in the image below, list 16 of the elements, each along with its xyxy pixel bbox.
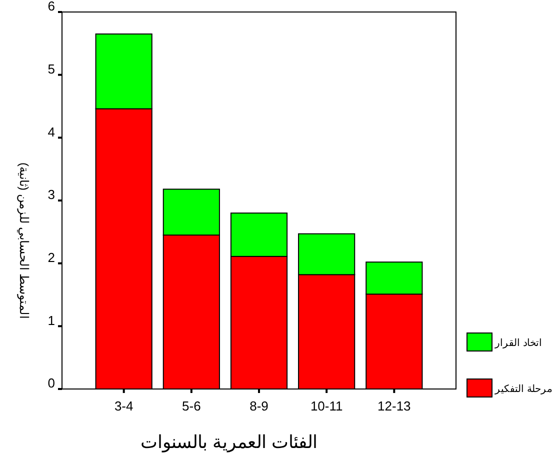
y-tick-label: 6 (48, 0, 55, 14)
y-tick-label: 5 (48, 62, 55, 77)
legend-label: مرحلة التفكير (494, 384, 552, 395)
x-tick-label: 3-4 (114, 398, 134, 414)
legend-label: اتخاد القرار (494, 338, 542, 349)
y-tick-label: 2 (48, 250, 55, 266)
y-tick-label: 1 (48, 312, 55, 328)
x-tick-label: 5-6 (182, 398, 201, 414)
y-tick-label: 0 (48, 376, 55, 391)
x-tick-label: 10-11 (310, 398, 343, 414)
x-axis-title: الفئات العمرية بالسنوات (140, 432, 318, 453)
x-tick-label: 12-13 (378, 398, 411, 414)
x-tick-label: 8-9 (250, 398, 268, 414)
y-tick-label: 4 (48, 124, 55, 140)
y-tick-label: 3 (48, 187, 55, 202)
y-axis-title: المتوسط الحسابي للزمن (ثانية) (17, 162, 31, 318)
